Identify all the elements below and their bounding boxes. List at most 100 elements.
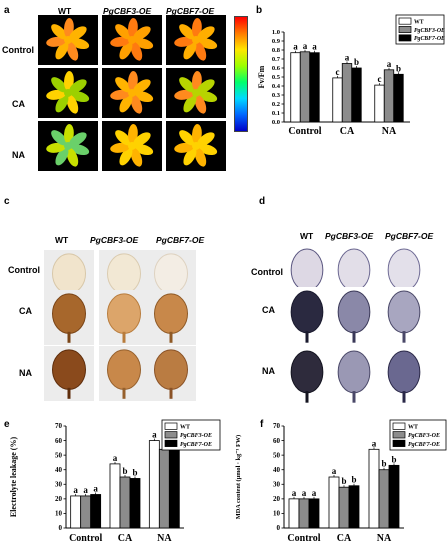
chart-b-fvfm: 0.00.10.20.30.40.50.60.70.80.91.0Fv/Fma a… xyxy=(257,14,445,137)
significance-label: a xyxy=(292,488,297,498)
bar xyxy=(80,495,92,529)
bar xyxy=(332,77,343,123)
significance-label: a xyxy=(83,485,88,495)
significance-label: a xyxy=(302,488,307,498)
panel-f-letter: f xyxy=(260,419,264,430)
panel-a-header-wt: WT xyxy=(58,6,72,16)
significance-label: b xyxy=(391,454,396,464)
panel-c-header-wt: WT xyxy=(55,235,69,245)
panel-d-header-wt: WT xyxy=(300,231,314,241)
significance-label: b xyxy=(396,63,401,73)
dab-leaf-image xyxy=(44,346,94,401)
x-category-label: NA xyxy=(377,533,392,544)
y-tick-label: 30 xyxy=(55,480,63,488)
bar xyxy=(348,485,360,529)
legend: WT PgCBF3-OE PgCBF7-OE xyxy=(389,419,447,451)
legend-label: PgCBF7-OE xyxy=(408,442,440,448)
legend-label: PgCBF3-OE xyxy=(180,433,212,439)
legend-label: PgCBF3-OE xyxy=(414,28,445,34)
significance-label: a xyxy=(293,42,298,52)
significance-label: a xyxy=(372,438,377,448)
x-category-label: CA xyxy=(118,533,133,544)
dab-leaf-image xyxy=(99,290,149,345)
x-category-label: Control xyxy=(288,126,321,137)
panel-a-letter: a xyxy=(4,5,10,16)
bar xyxy=(341,63,353,123)
legend-swatch xyxy=(398,26,412,33)
bar xyxy=(90,494,102,529)
bar xyxy=(70,495,82,529)
nbt-leaf-image xyxy=(380,287,428,345)
y-tick-label: 0.6 xyxy=(272,65,281,72)
fluorescence-image xyxy=(166,68,226,118)
dab-leaf-image xyxy=(146,346,196,401)
y-tick-label: 40 xyxy=(273,466,281,474)
y-tick-label: 0.9 xyxy=(272,38,281,45)
legend-label: PgCBF7-OE xyxy=(180,442,212,448)
legend-swatch xyxy=(392,439,406,447)
bar xyxy=(393,73,404,123)
panel-d-header-cbf3: PgCBF3-OE xyxy=(325,231,374,241)
x-category-label: NA xyxy=(382,126,397,137)
y-tick-label: 30 xyxy=(273,480,281,488)
legend: WT PgCBF3-OE PgCBF7-OE xyxy=(161,419,221,451)
significance-label: a xyxy=(312,488,317,498)
y-tick-label: 50 xyxy=(273,451,281,459)
significance-label: b xyxy=(354,57,359,67)
significance-label: a xyxy=(387,59,392,69)
y-axis-label: Electrolyte leakage (%) xyxy=(9,437,18,518)
bar xyxy=(388,464,400,529)
legend-swatch xyxy=(392,422,406,430)
fluorescence-image xyxy=(38,68,98,118)
panel-c-header-cbf3: PgCBF3-OE xyxy=(90,235,139,245)
dab-leaf-image xyxy=(44,290,94,345)
bar xyxy=(378,469,390,529)
bar xyxy=(351,67,362,123)
fluorescence-image xyxy=(166,15,226,65)
fluorescence-image xyxy=(102,15,162,65)
panel-e-letter: e xyxy=(4,419,10,430)
bar xyxy=(168,448,180,529)
fluorescence-image xyxy=(166,121,226,171)
bar xyxy=(119,476,131,529)
legend-swatch xyxy=(398,17,412,25)
x-category-label: Control xyxy=(287,533,320,544)
y-tick-label: 0.7 xyxy=(272,56,281,63)
fluorescence-colorbar xyxy=(234,16,248,132)
legend-swatch xyxy=(398,34,412,42)
legend-label: PgCBF7-OE xyxy=(414,36,445,42)
panel-c-row-ca: CA xyxy=(19,306,32,316)
x-category-label: NA xyxy=(157,533,172,544)
bar xyxy=(383,69,395,123)
y-tick-label: 40 xyxy=(55,466,63,474)
significance-label: a xyxy=(332,466,337,476)
panel-d-header-cbf7: PgCBF7-OE xyxy=(385,231,434,241)
bar xyxy=(328,476,340,529)
y-tick-label: 0.3 xyxy=(272,92,281,99)
bar xyxy=(290,52,301,123)
nbt-leaf-image xyxy=(283,287,331,345)
legend-label: WT xyxy=(414,19,424,25)
legend-swatch xyxy=(392,431,406,439)
panel-a-row-ca: CA xyxy=(12,99,25,109)
y-tick-label: 0.4 xyxy=(272,83,281,90)
significance-label: a xyxy=(113,453,118,463)
panel-c-header-cbf7: PgCBF7-OE xyxy=(156,235,205,245)
y-tick-label: 10 xyxy=(55,510,63,518)
y-tick-label: 0 xyxy=(59,524,63,532)
significance-label: a xyxy=(303,41,308,51)
x-category-label: CA xyxy=(337,533,352,544)
y-tick-label: 60 xyxy=(273,437,281,445)
legend: WT PgCBF3-OE PgCBF7-OE xyxy=(395,14,445,45)
y-tick-label: 0.2 xyxy=(272,101,280,108)
significance-label: a xyxy=(73,485,78,495)
bar xyxy=(338,486,350,529)
panel-c-row-na: NA xyxy=(19,368,32,378)
bar xyxy=(158,448,170,529)
significance-label: c xyxy=(378,74,382,84)
panel-c-row-control: Control xyxy=(8,265,40,275)
x-category-label: Control xyxy=(69,533,102,544)
significance-label: b xyxy=(351,475,356,485)
panel-c-letter: c xyxy=(4,196,10,207)
bar xyxy=(129,478,141,529)
